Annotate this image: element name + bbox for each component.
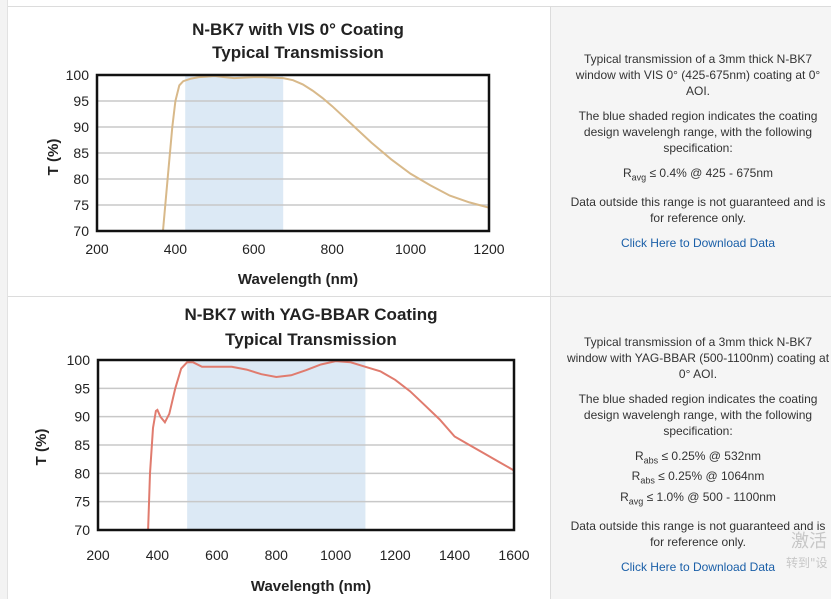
x-tick-label: 1400 [439,547,470,563]
y-tick-label: 80 [73,171,89,187]
x-tick-label: 1200 [473,241,504,257]
chart-yag-bbar-transmission: N-BK7 with YAG-BBAR Coating Typical Trans… [33,305,530,595]
description-vis0: Typical transmission of a 3mm thick N-BK… [563,51,831,260]
spec-subscript: abs [640,475,655,486]
y-tick-label: 75 [73,197,89,213]
spec-value: ≤ 0.25% @ 1064nm [658,469,765,484]
x-tick-label: 400 [146,547,170,563]
y-tick-label: 100 [66,67,90,83]
x-tick-label: 800 [265,547,289,563]
x-tick-label: 1000 [395,241,426,257]
download-data-link[interactable]: Click Here to Download Data [620,236,776,251]
y-tick-label: 95 [73,93,89,109]
description-yag-bbar: Typical transmission of a 3mm thick N-BK… [563,334,831,584]
shade-note-text: The blue shaded region indicates the coa… [578,109,818,155]
transmission-curve [147,360,514,530]
spec-symbol: R [631,469,641,484]
spec-symbol: R [622,166,632,180]
x-tick-label: 800 [321,241,345,257]
y-tick-label: 70 [73,223,89,239]
spec-subscript: avg [631,172,647,183]
chart-subtitle: Typical Transmission [225,330,397,349]
x-tick-label: 1000 [320,547,351,563]
spec-value: ≤ 0.4% @ 425 - 675nm [649,166,774,180]
transmission-curve [161,75,489,231]
y-axis-label: T (%) [33,429,50,466]
spec-symbol: R [634,449,644,463]
watermark-line2: 转到"设 [786,556,828,570]
download-data-link[interactable]: Click Here to Download Data [620,560,776,575]
spec-line: Rabs ≤ 0.25% @ 532nm [563,448,831,468]
product-row-yag-bbar: N-BK7 with YAG-BBAR Coating Typical Trans… [8,296,831,599]
description-text: Typical transmission of a 3mm thick N-BK… [575,52,821,98]
chart-title: N-BK7 with VIS 0° Coating [192,20,404,39]
spec-line: Ravg ≤ 0.4% @ 425 - 675nm [563,165,831,185]
left-border-strip [0,0,8,599]
shade-note-text: The blue shaded region indicates the coa… [578,392,818,438]
y-tick-label: 70 [74,522,90,538]
disclaimer-text: Data outside this range is not guarantee… [570,519,826,550]
chart-title: N-BK7 with YAG-BBAR Coating [184,305,437,324]
y-tick-label: 80 [74,465,90,481]
y-tick-label: 75 [74,494,90,510]
x-tick-label: 400 [164,241,188,257]
y-tick-label: 90 [74,409,90,425]
x-axis-label: Wavelength (nm) [251,578,371,595]
y-tick-label: 85 [73,145,89,161]
chart-cell-vis0: N-BK7 with VIS 0° Coating Typical Transmi… [8,7,550,296]
x-tick-label: 200 [86,547,110,563]
spec-line: Ravg ≤ 1.0% @ 500 - 1100nm [563,489,831,509]
watermark-line1: 激活 [791,531,827,552]
y-axis-label: T (%) [45,139,62,176]
chart-cell-yag-bbar: N-BK7 with YAG-BBAR Coating Typical Trans… [8,297,550,599]
y-tick-label: 90 [73,119,89,135]
spec-value: ≤ 0.25% @ 532nm [661,449,762,463]
plot-frame [96,358,516,532]
product-row-vis0: N-BK7 with VIS 0° Coating Typical Transmi… [8,6,831,296]
plot-frame [95,73,491,233]
spec-subscript: abs [643,455,659,466]
x-tick-label: 600 [205,547,229,563]
y-tick-label: 85 [74,437,90,453]
chart-subtitle: Typical Transmission [212,43,384,62]
x-tick-label: 1600 [498,547,529,563]
x-tick-label: 1200 [380,547,411,563]
x-tick-label: 600 [242,241,266,257]
spec-value: ≤ 1.0% @ 500 - 1100nm [646,489,776,504]
y-tick-label: 100 [67,352,91,368]
x-tick-label: 200 [85,241,109,257]
x-axis-label: Wavelength (nm) [238,271,358,288]
spec-symbol: R [620,489,629,504]
spec-subscript: avg [628,496,644,507]
description-cell-vis0: Typical transmission of a 3mm thick N-BK… [550,7,831,296]
chart-vis0-transmission: N-BK7 with VIS 0° Coating Typical Transmi… [45,20,505,288]
disclaimer-text: Data outside this range is not guarantee… [570,195,826,226]
y-tick-label: 95 [74,380,90,396]
spec-line: Rabs ≤ 0.25% @ 1064nm [563,468,831,488]
description-cell-yag-bbar: Typical transmission of a 3mm thick N-BK… [550,297,831,599]
description-text: Typical transmission of a 3mm thick N-BK… [566,335,830,381]
